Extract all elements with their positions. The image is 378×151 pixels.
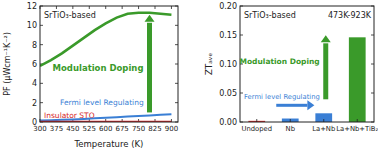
text: ZTₐᵥₑ bbox=[204, 52, 214, 75]
text: 8 bbox=[32, 41, 37, 50]
text: 0.00 bbox=[219, 118, 237, 127]
bar bbox=[315, 113, 332, 122]
text: 473K-923K bbox=[328, 11, 372, 20]
text: 750 bbox=[132, 125, 145, 133]
bar bbox=[349, 37, 366, 122]
text: 600 bbox=[99, 125, 112, 133]
plot-lines bbox=[40, 13, 171, 122]
text: La+Nb bbox=[312, 125, 335, 133]
arrow-head bbox=[307, 100, 314, 110]
text: 10 bbox=[27, 21, 37, 30]
bar bbox=[282, 119, 299, 122]
text: Fermi level Regulating bbox=[60, 98, 144, 107]
arrow bbox=[147, 23, 152, 113]
text: SrTiO₃-based bbox=[44, 11, 96, 20]
text: Fermi level Regulating bbox=[244, 93, 320, 101]
text: 0.05 bbox=[219, 89, 237, 98]
text: La+Nb+TiB₂ bbox=[336, 125, 378, 133]
plot-frame bbox=[240, 6, 374, 122]
arrow bbox=[323, 43, 328, 99]
arrow-head bbox=[145, 15, 155, 22]
text: Modulation Doping bbox=[53, 63, 144, 73]
text: Modulation Doping bbox=[240, 57, 320, 66]
text: 6 bbox=[32, 60, 37, 69]
text: PF (μWcm⁻¹K⁻²) bbox=[3, 32, 12, 96]
text: 900 bbox=[165, 125, 178, 133]
text: 525 bbox=[83, 125, 96, 133]
arrow-head bbox=[321, 35, 331, 42]
text: 0.10 bbox=[219, 60, 237, 69]
text: 675 bbox=[115, 125, 128, 133]
text: Nb bbox=[286, 125, 295, 133]
text: 300 bbox=[33, 125, 46, 133]
text: 12 bbox=[27, 2, 37, 11]
text: 2 bbox=[32, 99, 37, 108]
text: 450 bbox=[66, 125, 79, 133]
text: 4 bbox=[32, 79, 37, 88]
text: 375 bbox=[50, 125, 63, 133]
plot-frame bbox=[40, 6, 178, 122]
text: 0.20 bbox=[219, 2, 237, 11]
text: Insulator STO bbox=[44, 111, 95, 120]
text: Temperature (K) bbox=[74, 139, 144, 149]
plot-bars bbox=[248, 37, 365, 122]
arrow bbox=[276, 104, 307, 107]
text: 825 bbox=[148, 125, 161, 133]
text: SrTiO₃-based bbox=[244, 11, 296, 20]
text: 0.15 bbox=[219, 31, 237, 40]
text: Undoped bbox=[241, 125, 272, 133]
figure: 024681012300375450525600675750825900SrTi… bbox=[0, 0, 378, 151]
